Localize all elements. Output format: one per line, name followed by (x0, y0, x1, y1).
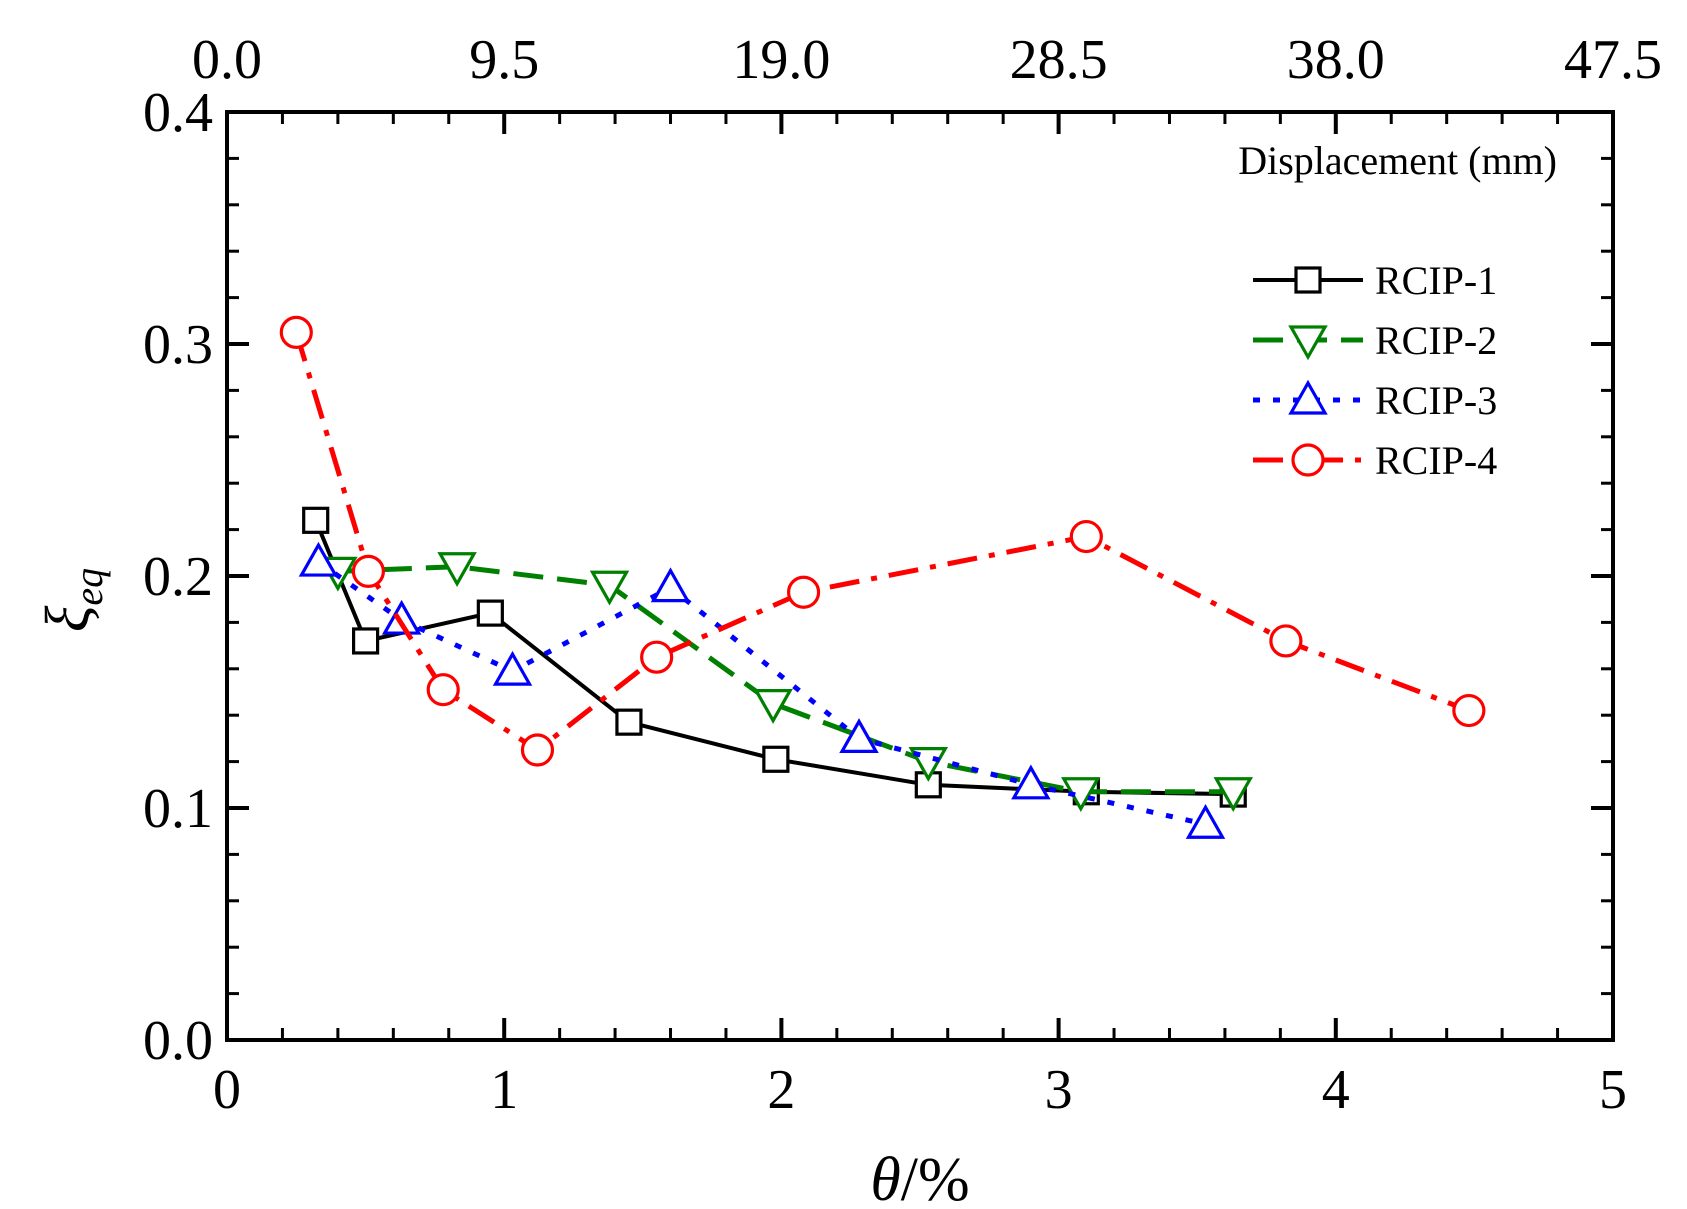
x2-axis-title: Displacement (mm) (1238, 138, 1557, 183)
x-tick-label: 1 (490, 1059, 518, 1121)
data-point (762, 745, 790, 773)
data-point (298, 541, 339, 577)
x-tick-label: 0 (213, 1059, 241, 1121)
legend-marker (1294, 266, 1322, 294)
series-layer (279, 315, 1486, 839)
x-axis-title-italic: θ (870, 1146, 900, 1209)
y-axis-title: ξeq (34, 568, 111, 632)
legend-entry-rcip-2: RCIP-2 (1253, 318, 1497, 363)
x-tick-label: 5 (1599, 1059, 1627, 1121)
x-tick-label: 2 (767, 1059, 795, 1121)
legend: RCIP-1 RCIP-2 RCIP-3 RCIP-4 (1253, 258, 1497, 483)
y-tick-label: 0.3 (143, 314, 213, 376)
x2-tick-label: 38.0 (1287, 29, 1385, 91)
x-axis-title-rest: /% (901, 1146, 970, 1209)
data-point (279, 315, 313, 349)
data-point (786, 575, 821, 609)
data-point (1213, 777, 1253, 813)
x2-tick-label: 9.5 (469, 29, 539, 91)
tick-labels: 00.019.5219.0328.5438.0547.50.00.10.20.3… (143, 29, 1662, 1121)
series-rcip-4 (279, 315, 1486, 767)
x-tick-label: 4 (1322, 1059, 1350, 1121)
data-point (1069, 519, 1103, 554)
data-point (640, 640, 674, 674)
plot-frame (225, 110, 1615, 1042)
data-point (351, 554, 385, 588)
legend-entry-rcip-3: RCIP-3 (1253, 378, 1497, 423)
data-point (426, 673, 460, 707)
legend-label: RCIP-3 (1375, 378, 1497, 423)
data-point (1185, 803, 1226, 839)
x2-tick-label: 47.5 (1564, 29, 1662, 91)
data-point (1269, 624, 1303, 658)
legend-marker (1288, 379, 1328, 415)
legend-label: RCIP-2 (1375, 318, 1497, 363)
legend-marker (1291, 443, 1325, 477)
data-point (492, 650, 533, 686)
y-tick-label: 0.2 (143, 546, 213, 608)
legend-marker (1288, 325, 1328, 361)
data-point (650, 567, 691, 603)
y-tick-label: 0.4 (143, 82, 213, 144)
legend-label: RCIP-1 (1375, 258, 1497, 303)
data-point (589, 570, 630, 606)
y-tick-label: 0.1 (143, 778, 213, 840)
data-point (1011, 764, 1051, 800)
data-point (615, 708, 643, 736)
data-point (914, 771, 942, 799)
y-tick-label: 0.0 (143, 1010, 213, 1072)
data-point (381, 599, 422, 635)
x2-tick-label: 19.0 (732, 29, 830, 91)
x-axis-title: θ/% (870, 1146, 969, 1209)
data-point (520, 733, 555, 767)
y-axis-title-sub: eq (66, 568, 111, 606)
series-line (293, 331, 1470, 753)
legend-entry-rcip-1: RCIP-1 (1253, 258, 1497, 303)
data-point (1452, 693, 1486, 728)
data-point (437, 552, 477, 587)
y-axis-title-main: ξ (34, 605, 102, 632)
legend-entry-rcip-4: RCIP-4 (1253, 438, 1497, 483)
data-point (302, 506, 330, 534)
x-tick-label: 3 (1045, 1059, 1073, 1121)
axis-ticks (225, 110, 1615, 1042)
data-point (476, 599, 504, 627)
legend-label: RCIP-4 (1375, 438, 1497, 483)
data-point (839, 718, 879, 754)
series-line (313, 519, 1234, 797)
x2-tick-label: 28.5 (1010, 29, 1108, 91)
x2-tick-label: 0.0 (192, 29, 262, 91)
data-point (352, 627, 380, 655)
data-point (753, 688, 793, 724)
